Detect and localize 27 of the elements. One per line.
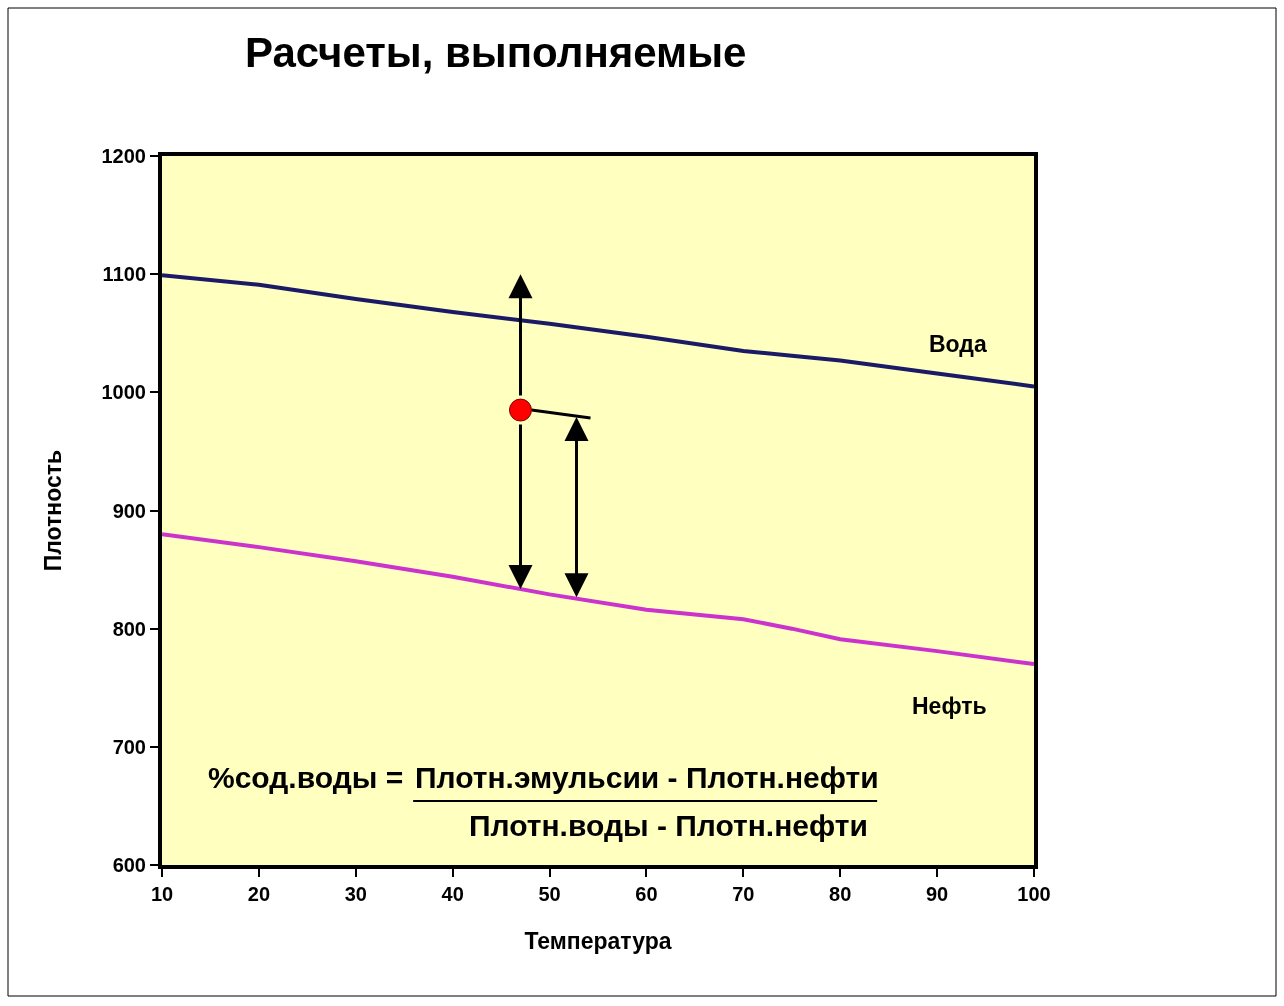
x-tick-label: 70 xyxy=(732,883,755,905)
annotation: %сод.воды = xyxy=(208,761,404,794)
x-tick-label: 20 xyxy=(247,883,271,905)
y-tick-label: 600 xyxy=(112,854,146,876)
x-tick-label: 60 xyxy=(635,883,658,905)
y-tick-label: 1200 xyxy=(101,145,146,167)
y-tick-label: 700 xyxy=(112,735,146,758)
x-tick-label: 100 xyxy=(1017,883,1051,905)
x-tick-label: 90 xyxy=(925,883,949,905)
x-tick-label: 80 xyxy=(829,883,852,905)
y-tick-label: 1100 xyxy=(102,263,146,286)
y-tick-label: 900 xyxy=(112,499,146,522)
series-label: Вода xyxy=(929,331,987,357)
y-axis-title: Плотность xyxy=(40,449,67,572)
y-tick-label: 1000 xyxy=(101,381,146,404)
x-tick-label: 50 xyxy=(538,883,561,905)
x-axis-title: Температура xyxy=(524,928,672,955)
y-tick-label: 800 xyxy=(112,617,146,640)
annotation: Плотн.воды - Плотн.нефти xyxy=(469,809,868,842)
x-tick-label: 40 xyxy=(441,883,464,905)
line-series xyxy=(162,273,1034,389)
line-series xyxy=(162,532,1034,667)
x-tick-label: 30 xyxy=(344,883,367,905)
chart-title: Расчеты, выполняемые xyxy=(245,28,747,76)
annotation: Плотн.эмульсии - Плотн.нефти xyxy=(415,761,879,794)
series-label: Нефть xyxy=(912,693,987,719)
x-tick-label: 10 xyxy=(150,883,174,905)
